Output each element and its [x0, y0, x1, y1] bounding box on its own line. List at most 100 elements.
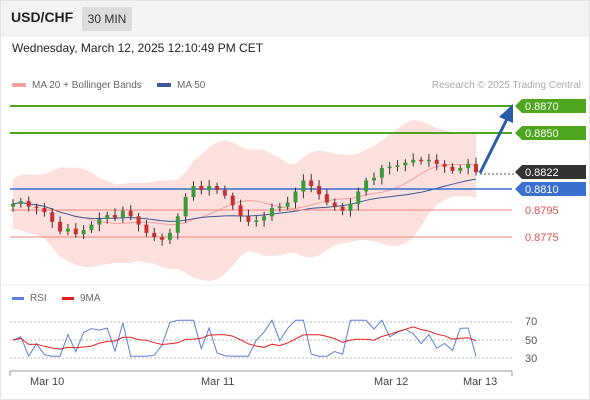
candle-body	[450, 166, 455, 171]
legend-ma50: MA 50	[157, 80, 205, 91]
candle-body	[18, 201, 23, 204]
candle-body	[434, 159, 439, 164]
bollinger-swatch	[12, 83, 26, 88]
candle-body	[332, 202, 337, 207]
symbol-title: USD/CHF	[11, 9, 74, 25]
x-label-mar10: Mar 10	[30, 376, 65, 388]
price-label-0.8775: 0.8775	[525, 232, 559, 244]
candle-body	[458, 168, 463, 171]
candle-body	[419, 159, 424, 162]
price-label-0.8810: 0.8810	[525, 184, 559, 196]
candle-body	[403, 162, 408, 166]
candle-body	[340, 206, 345, 211]
candle-body	[152, 232, 157, 237]
bollinger-label: MA 20 + Bollinger Bands	[32, 80, 142, 91]
badge-0.8822: 0.8822	[515, 165, 586, 179]
candle-body	[50, 212, 55, 222]
rsi-label: RSI	[30, 293, 47, 304]
candle-body	[128, 210, 133, 217]
candle-body	[426, 159, 431, 162]
candle-body	[97, 219, 102, 225]
legend-9ma: 9MA	[62, 293, 101, 304]
projection-arrow-line	[478, 118, 509, 174]
badge-0.8850: 0.8850	[515, 126, 586, 140]
candle-body	[474, 163, 478, 173]
ma9-label: 9MA	[80, 293, 101, 304]
ma50-label: MA 50	[177, 80, 206, 91]
candle-body	[144, 224, 149, 233]
candle-body	[309, 180, 314, 186]
candle-body	[207, 185, 212, 191]
candle-body	[42, 208, 47, 213]
candle-body	[113, 214, 118, 218]
candle-body	[364, 180, 369, 192]
candle-body	[466, 163, 471, 169]
candle-body	[356, 191, 361, 204]
legend-bollinger: MA 20 + Bollinger Bands	[12, 80, 142, 91]
candle-body	[105, 214, 110, 220]
candle-body	[11, 203, 15, 207]
candle-body	[73, 228, 78, 235]
rsi-axis-30: 30	[525, 353, 537, 365]
timeframe-button[interactable]: 30 MIN	[82, 7, 132, 31]
candle-body	[395, 165, 400, 167]
candle-body	[379, 168, 384, 178]
rsi-9ma-line	[12, 326, 477, 350]
candle-body	[277, 206, 282, 209]
candle-body	[215, 185, 220, 191]
projection-arrowhead	[499, 104, 513, 123]
candle-body	[442, 163, 447, 167]
candle-body	[58, 221, 63, 232]
candle-body	[175, 216, 180, 233]
candle-body	[348, 203, 353, 211]
x-label-mar13: Mar 13	[463, 376, 498, 388]
candle-body	[317, 185, 322, 195]
candle-body	[371, 177, 376, 181]
price-label-0.8870: 0.8870	[525, 101, 559, 113]
timestamp: Wednesday, March 12, 2025 12:10:49 PM CE…	[12, 41, 264, 55]
candle-body	[160, 237, 165, 240]
badge-0.8870: 0.8870	[515, 99, 586, 113]
candle-body	[89, 224, 94, 231]
candle-body	[293, 191, 298, 203]
candle-body	[238, 205, 243, 217]
rsi-line	[12, 319, 477, 358]
ma9-swatch	[62, 296, 74, 300]
badge-0.8810: 0.8810	[515, 182, 586, 196]
candle-body	[65, 228, 70, 232]
x-label-mar12: Mar 12	[374, 376, 409, 388]
candle-body	[136, 216, 141, 225]
rsi-axis-50: 50	[525, 335, 537, 347]
price-label-0.8795: 0.8795	[525, 205, 559, 217]
rsi-axis-70: 70	[525, 316, 537, 328]
candle-body	[34, 206, 39, 209]
ma50-line	[12, 178, 477, 222]
candle-body	[167, 232, 172, 240]
price-label-0.8822: 0.8822	[525, 167, 559, 179]
candle-body	[285, 202, 290, 207]
candle-body	[301, 180, 306, 192]
copyright-text: Research © 2025 Trading Central	[431, 80, 581, 91]
candle-body	[222, 190, 227, 196]
candle-body	[411, 159, 416, 163]
candle-body	[191, 185, 196, 198]
candle-body	[120, 210, 125, 218]
candle-body	[230, 195, 235, 206]
header-bar: USD/CHF 30 MIN	[0, 0, 590, 37]
candle-body	[199, 185, 204, 191]
candles	[11, 153, 478, 246]
candle-body	[183, 197, 188, 217]
legend-rsi: RSI	[12, 293, 47, 304]
candle-body	[387, 166, 392, 169]
bollinger-mid-line	[12, 163, 477, 226]
price-label-0.8850: 0.8850	[525, 128, 559, 140]
candle-body	[269, 208, 274, 217]
candle-body	[254, 220, 259, 222]
x-label-mar11: Mar 11	[201, 376, 235, 388]
candle-body	[324, 194, 329, 203]
ma50-swatch	[157, 83, 171, 88]
candle-body	[81, 230, 86, 235]
candle-body	[26, 201, 31, 207]
candle-body	[246, 216, 251, 222]
